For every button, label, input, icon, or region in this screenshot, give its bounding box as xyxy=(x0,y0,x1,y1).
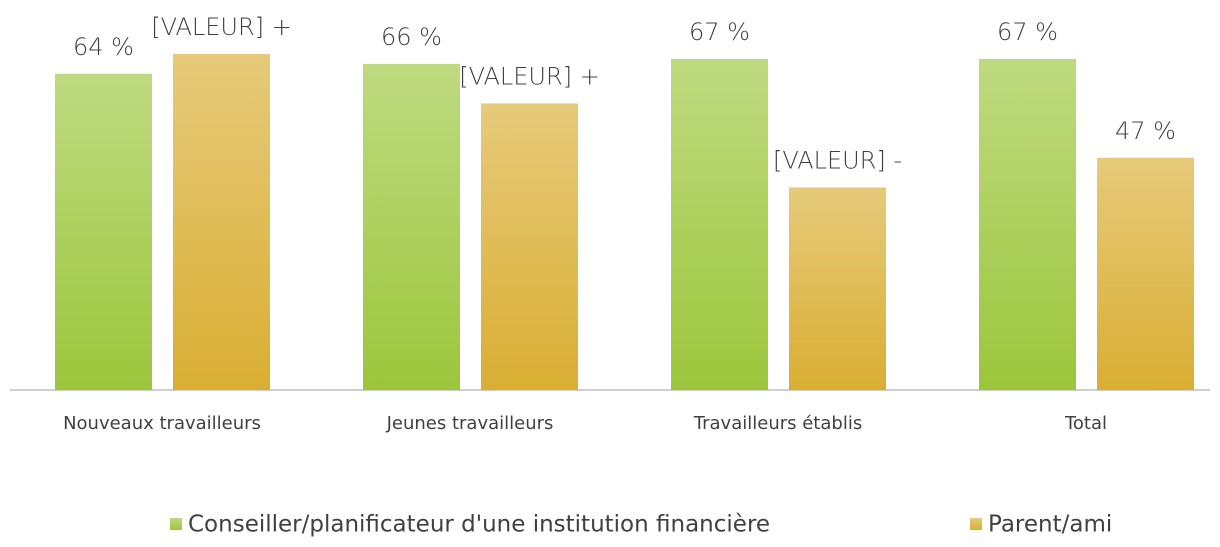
data-label: 67 % xyxy=(997,18,1058,46)
data-label: [VALEUR] + xyxy=(151,13,292,41)
bar xyxy=(789,187,886,390)
bar xyxy=(671,58,768,391)
legend-label: Parent/ami xyxy=(988,512,1112,538)
bar xyxy=(173,54,270,390)
legend-label: Conseiller/planificateur d'une instituti… xyxy=(188,512,770,538)
x-tick-label: Nouveaux travailleurs xyxy=(63,413,261,434)
data-label: 66 % xyxy=(381,23,442,51)
data-label: 64 % xyxy=(73,33,134,61)
data-label: [VALEUR] - xyxy=(773,146,902,174)
legend-swatch xyxy=(970,518,982,530)
bar xyxy=(481,103,578,390)
bar xyxy=(1097,157,1194,390)
bar xyxy=(363,63,460,390)
x-tick-label: Jeunes travailleurs xyxy=(386,413,554,434)
bar xyxy=(55,73,152,390)
data-label: [VALEUR] + xyxy=(459,62,600,90)
data-label: 47 % xyxy=(1115,117,1176,145)
x-tick-label: Travailleurs établis xyxy=(693,413,862,434)
data-label: 67 % xyxy=(689,18,750,46)
bar xyxy=(979,58,1076,391)
legend-swatch xyxy=(170,518,182,530)
x-tick-label: Total xyxy=(1064,413,1107,434)
